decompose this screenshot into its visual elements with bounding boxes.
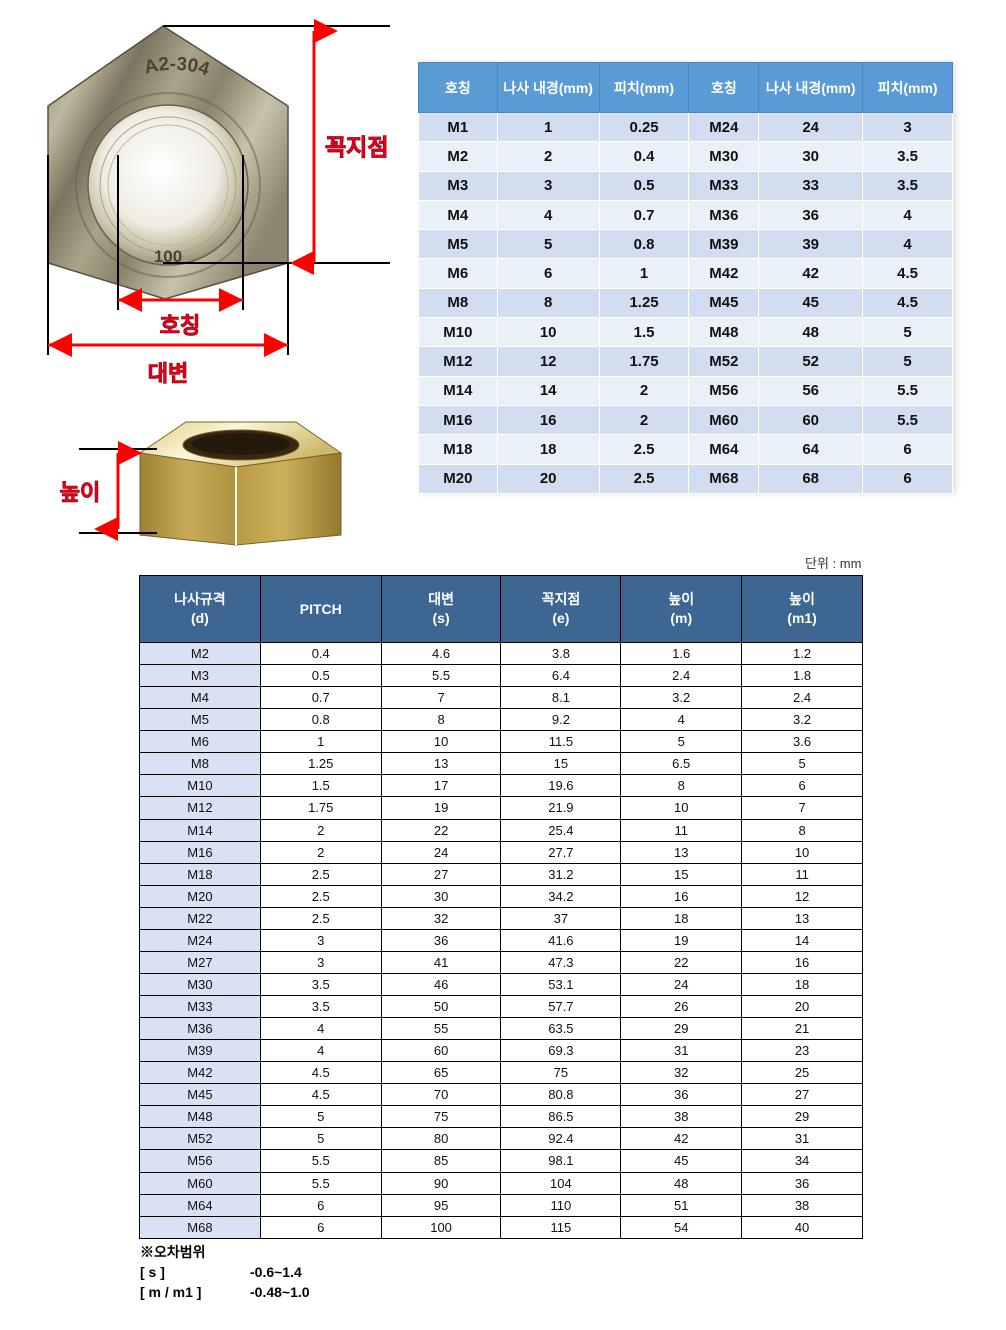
svg-text:꼭지점: 꼭지점 [325,134,388,160]
svg-text:호칭: 호칭 [160,313,200,338]
svg-text:높이: 높이 [60,480,100,505]
svg-text:대변: 대변 [148,361,188,386]
